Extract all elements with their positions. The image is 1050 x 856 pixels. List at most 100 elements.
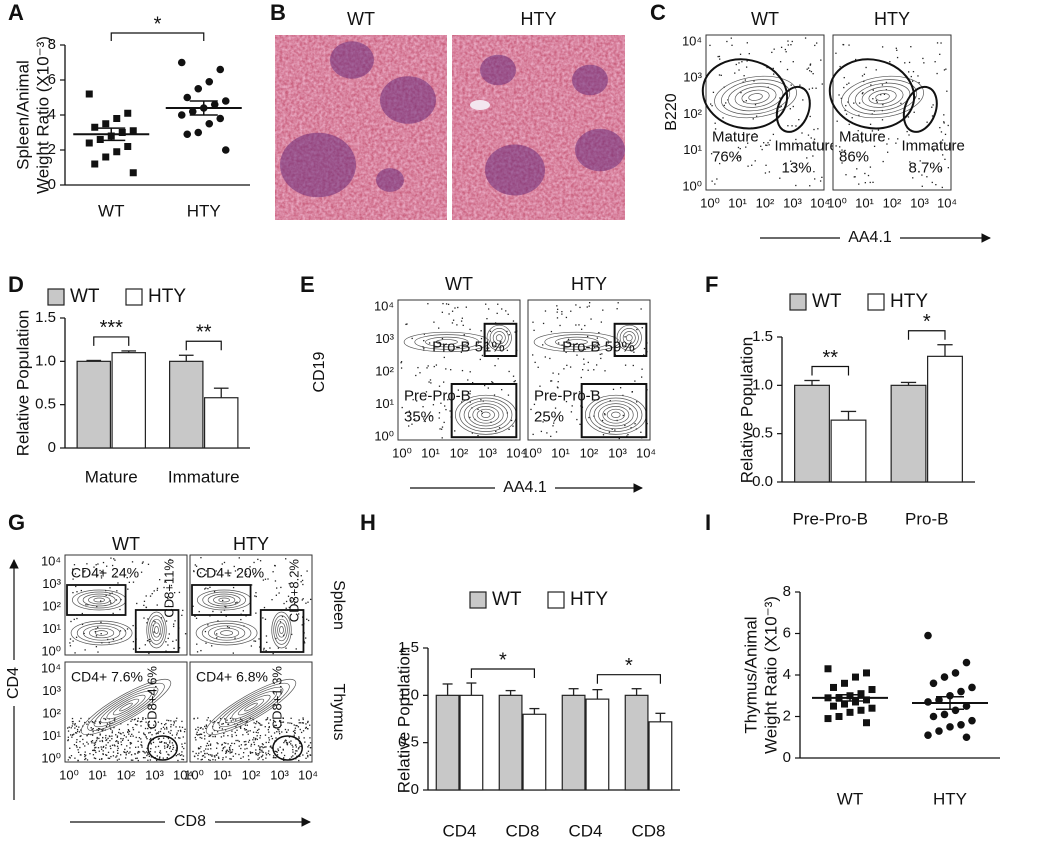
event-dot [240, 744, 243, 746]
event-dot [457, 389, 460, 391]
event-dot [294, 732, 296, 734]
event-dot [155, 746, 157, 748]
event-dot [616, 308, 618, 310]
event-dot [212, 758, 214, 761]
event-dot [101, 728, 103, 731]
event-dot [882, 160, 884, 163]
event-dot [265, 746, 267, 748]
label-bg [4, 660, 24, 706]
event-dot [284, 728, 287, 731]
event-dot [144, 727, 147, 730]
y-axis-label: Spleen/Animal [13, 60, 32, 170]
event-dot [946, 144, 948, 146]
event-dot [159, 741, 161, 743]
event-dot [181, 614, 183, 616]
event-dot [101, 570, 103, 573]
event-dot [764, 172, 767, 174]
event-dot [271, 737, 274, 740]
event-dot [162, 726, 165, 728]
event-dot [265, 650, 267, 652]
event-dot [234, 570, 237, 572]
event-dot [411, 337, 413, 340]
event-dot [284, 740, 286, 742]
event-dot [118, 731, 120, 734]
event-dot [86, 759, 89, 761]
event-dot [635, 401, 638, 403]
contour [489, 327, 509, 348]
event-dot [838, 94, 840, 96]
significance-bracket [110, 32, 205, 41]
event-dot [540, 430, 543, 433]
event-dot [88, 717, 90, 720]
event-dot [179, 729, 182, 732]
y-tick-label: 1.5 [398, 639, 419, 656]
event-dot [254, 726, 256, 728]
event-dot [807, 67, 810, 69]
event-dot [177, 759, 179, 762]
gate [147, 735, 178, 761]
event-dot [177, 753, 179, 756]
event-dot [92, 727, 94, 730]
event-dot [755, 115, 758, 117]
event-dot [821, 176, 823, 178]
event-dot [767, 142, 769, 144]
gate-label: CD8+1.3% [269, 666, 284, 730]
event-dot [76, 746, 78, 748]
x-tick-label: 10⁴ [937, 195, 957, 210]
event-dot [283, 754, 286, 757]
event-dot [216, 637, 218, 639]
event-dot [910, 46, 912, 48]
event-dot [72, 720, 74, 723]
y-tick-label: 1.0 [35, 352, 56, 369]
event-dot [109, 593, 111, 595]
event-dot [197, 758, 199, 760]
event-dot [143, 600, 146, 602]
gate [191, 584, 252, 616]
event-dot [880, 93, 882, 96]
event-dot [138, 751, 141, 753]
event-dot [200, 751, 202, 753]
event-dot [448, 313, 450, 315]
event-dot [259, 735, 262, 737]
event-dot [512, 320, 515, 322]
event-dot [180, 730, 182, 732]
event-dot [472, 382, 474, 384]
event-dot [488, 347, 490, 349]
event-dot [268, 726, 270, 729]
event-dot [274, 750, 276, 752]
event-dot [73, 733, 75, 735]
event-dot [408, 425, 410, 427]
event-dot [773, 48, 775, 50]
contour [459, 397, 513, 432]
event-dot [126, 750, 128, 753]
event-dot [286, 744, 289, 746]
event-dot [110, 557, 112, 559]
event-dot [514, 331, 516, 333]
point [118, 129, 126, 136]
event-dot [79, 735, 81, 738]
event-dot [100, 746, 102, 748]
event-dot [93, 757, 96, 759]
event-dot [234, 753, 237, 755]
event-dot [99, 722, 102, 725]
event-dot [422, 406, 424, 408]
event-dot [235, 726, 237, 728]
event-dot [192, 750, 194, 753]
event-dot [290, 740, 292, 742]
event-dot [137, 750, 140, 753]
event-dot [552, 425, 554, 427]
event-dot [618, 437, 620, 440]
point [102, 120, 110, 128]
event-dot [99, 569, 101, 572]
event-dot [181, 743, 183, 745]
event-dot [257, 722, 260, 724]
event-dot [167, 597, 169, 600]
event-dot [553, 422, 555, 424]
event-dot [274, 724, 276, 727]
event-dot [263, 649, 265, 651]
x-tick-label: 10⁴ [298, 767, 318, 782]
event-dot [261, 751, 263, 753]
event-dot [947, 124, 949, 127]
event-dot [222, 747, 225, 749]
event-dot [629, 408, 631, 410]
